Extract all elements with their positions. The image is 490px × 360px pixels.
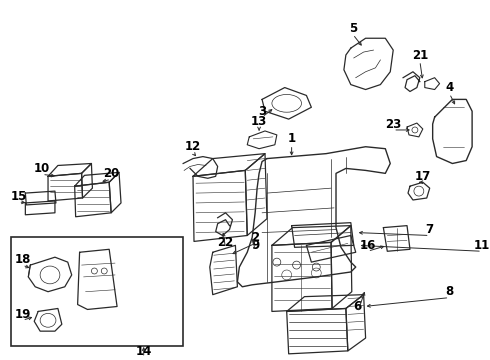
Text: 4: 4	[445, 81, 454, 94]
Text: 19: 19	[14, 308, 30, 321]
Text: 7: 7	[426, 223, 434, 236]
Text: 23: 23	[385, 118, 401, 131]
Text: 8: 8	[445, 285, 454, 298]
Text: 6: 6	[354, 300, 362, 313]
Text: 12: 12	[185, 140, 201, 153]
Bar	[11, 238, 183, 346]
Text: 2: 2	[251, 231, 259, 244]
Text: 5: 5	[349, 22, 357, 35]
Text: 14: 14	[136, 345, 152, 358]
Text: 20: 20	[103, 167, 119, 180]
Text: 22: 22	[218, 236, 234, 249]
Text: 9: 9	[251, 239, 259, 252]
Text: 3: 3	[258, 105, 266, 118]
Text: 10: 10	[34, 162, 50, 175]
Text: 1: 1	[288, 132, 295, 145]
Text: 11: 11	[474, 239, 490, 252]
Text: 21: 21	[412, 49, 428, 62]
Text: 17: 17	[415, 170, 431, 183]
Text: 16: 16	[359, 239, 376, 252]
Text: 13: 13	[251, 114, 267, 127]
Text: 18: 18	[14, 253, 30, 266]
Text: 15: 15	[10, 190, 26, 203]
